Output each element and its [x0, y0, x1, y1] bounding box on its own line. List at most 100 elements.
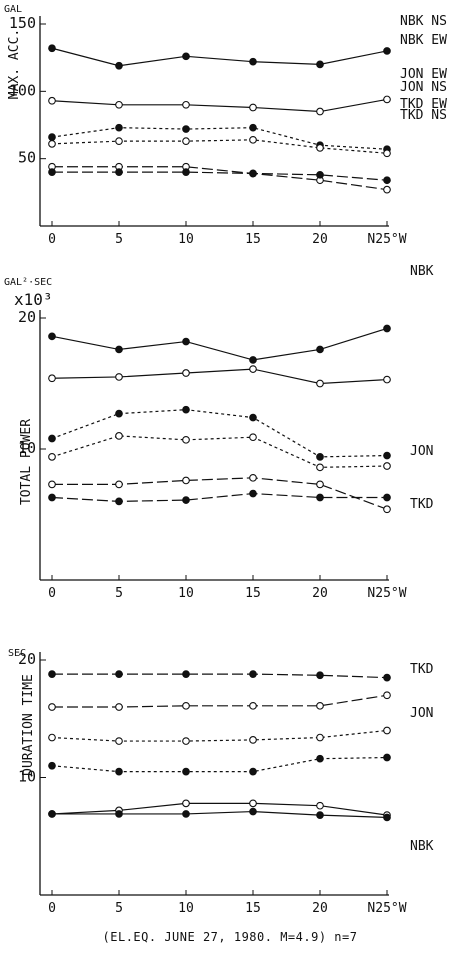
data-point	[316, 60, 324, 69]
data-point	[115, 345, 123, 354]
data-point	[182, 767, 190, 776]
data-point	[48, 133, 56, 141]
data-point	[249, 736, 257, 744]
series-line-3-2	[52, 694, 388, 708]
data-point	[48, 453, 56, 461]
series-label: JON EW	[400, 67, 447, 82]
data-point	[48, 96, 56, 105]
data-point	[316, 701, 324, 710]
series-line-1-1	[51, 47, 388, 67]
x-tick-label: 20	[312, 586, 328, 601]
data-point	[48, 733, 56, 742]
data-point	[383, 176, 391, 185]
data-point	[249, 123, 257, 132]
x-tick-label: 5	[115, 232, 123, 247]
data-point	[383, 726, 391, 735]
group-label: NBK	[410, 839, 434, 854]
x-tick-label: N25°W	[367, 232, 406, 247]
data-point	[182, 435, 190, 444]
data-point	[249, 57, 257, 66]
x-tick-label: 15	[245, 586, 261, 601]
y-tick-label: 20	[18, 308, 36, 326]
data-point	[249, 413, 257, 422]
data-point	[316, 493, 324, 502]
data-point	[383, 462, 391, 470]
data-point	[48, 140, 56, 148]
y-tick-label: 150	[9, 14, 36, 32]
data-point	[182, 670, 190, 678]
y-axis-label: DURATION TIME	[21, 674, 36, 776]
data-point	[249, 670, 257, 678]
data-point	[383, 375, 391, 384]
data-point	[249, 135, 257, 144]
y-tick-label: 20	[18, 650, 36, 668]
data-point	[249, 807, 257, 816]
series-line-2-3	[51, 409, 388, 458]
data-point	[115, 61, 123, 70]
data-point	[383, 493, 391, 502]
y-tick-label: 100	[9, 81, 36, 99]
series-line-3-1	[52, 673, 388, 679]
y-axis-label: MAX. ACC.	[7, 29, 22, 99]
group-label: NBK	[410, 264, 434, 279]
data-point	[182, 125, 190, 133]
data-point	[182, 701, 190, 710]
data-point	[48, 703, 56, 711]
data-point	[383, 505, 391, 514]
x-tick-label: 15	[245, 232, 261, 247]
data-point	[48, 670, 56, 678]
data-point	[182, 476, 190, 485]
y-scale-label: x10³	[14, 290, 53, 309]
data-point	[48, 493, 56, 502]
data-point	[182, 168, 190, 176]
x-tick-label: N25°W	[367, 586, 406, 601]
data-point	[383, 47, 391, 55]
data-point	[115, 670, 123, 678]
data-point	[383, 149, 391, 158]
data-point	[383, 324, 391, 333]
series-label: JON NS	[400, 80, 447, 95]
data-point	[249, 356, 257, 364]
data-point	[249, 433, 257, 442]
data-point	[383, 451, 391, 460]
series-line-1-4	[51, 139, 388, 154]
y-tick-label: 10	[18, 768, 36, 786]
data-point	[115, 409, 123, 418]
x-tick-label: 10	[178, 901, 194, 916]
series-label: NBK EW	[400, 33, 447, 48]
series-label: TKD NS	[400, 108, 447, 123]
x-tick-label: 15	[245, 901, 261, 916]
series-line-1-5	[52, 166, 388, 191]
data-point	[48, 44, 56, 53]
x-tick-label: 0	[48, 232, 56, 247]
data-point	[182, 737, 190, 745]
y-tick-label: 10	[18, 439, 36, 457]
data-point	[316, 671, 324, 680]
data-point	[115, 810, 123, 818]
series-line-2-2	[51, 368, 388, 385]
data-point	[249, 701, 257, 710]
data-point	[48, 374, 56, 383]
data-point	[182, 369, 190, 377]
data-point	[48, 480, 56, 489]
data-point	[383, 673, 391, 682]
data-point	[115, 737, 123, 745]
data-point	[249, 489, 257, 498]
data-point	[249, 767, 257, 776]
series-label: NBK NS	[400, 14, 447, 29]
data-point	[249, 473, 257, 482]
x-tick-label: 20	[312, 232, 328, 247]
data-point	[115, 100, 123, 109]
data-point	[115, 480, 123, 489]
y-unit-label: SEC	[8, 648, 26, 659]
x-tick-label: 20	[312, 901, 328, 916]
data-point	[115, 373, 123, 381]
series-line-2-4	[51, 435, 388, 468]
series-line-2-1	[51, 327, 388, 361]
y-axis-label: TOTAL POWER	[19, 419, 34, 505]
data-point	[182, 405, 190, 414]
data-point	[48, 761, 56, 770]
figure-caption: (EL.EQ. JUNE 27, 1980. M=4.9) n=7	[102, 930, 358, 944]
data-point	[316, 733, 324, 742]
